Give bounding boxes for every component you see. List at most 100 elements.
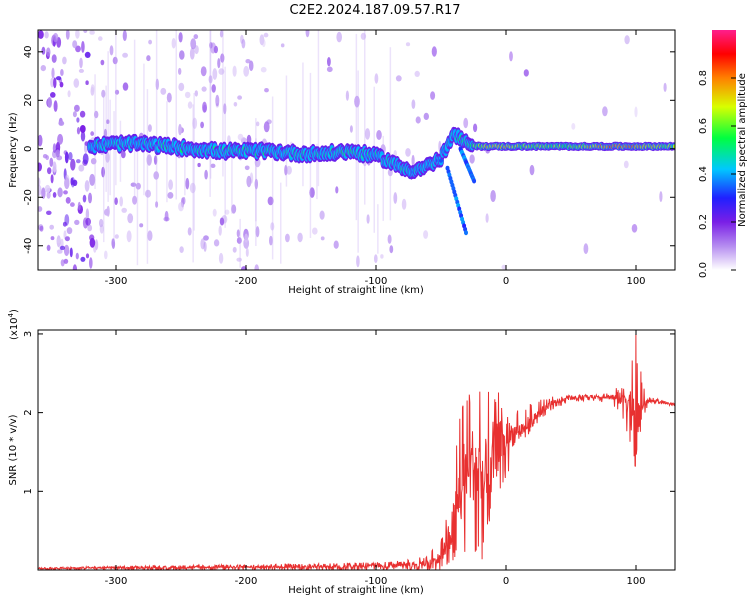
noise-speck (155, 78, 159, 91)
noise-streak (389, 47, 392, 221)
noise-speck (77, 201, 81, 211)
noise-streak (107, 51, 109, 202)
noise-speck (72, 111, 77, 118)
noise-speck (178, 202, 184, 212)
noise-speck (101, 89, 106, 98)
noise-speck (189, 47, 195, 60)
noise-speck (201, 86, 207, 92)
noise-speck (38, 162, 42, 172)
noise-speck (85, 253, 90, 259)
noise-speck (286, 165, 292, 175)
noise-speck (297, 232, 303, 243)
noise-speck (122, 30, 127, 42)
noise-speck (326, 66, 333, 73)
noise-speck (309, 187, 315, 198)
noise-speck (360, 32, 367, 40)
noise-speck (197, 162, 201, 168)
noise-speck (387, 234, 392, 244)
noise-streak (382, 135, 384, 221)
noise-streak (133, 39, 136, 201)
noise-speck (68, 152, 73, 161)
noise-streak (94, 74, 96, 189)
noise-speck (509, 51, 513, 62)
noise-speck (523, 69, 529, 77)
noise-speck (167, 192, 174, 199)
y-tick-label: 2 (23, 409, 34, 415)
noise-speck (179, 50, 185, 60)
noise-speck (55, 76, 62, 81)
noise-speck (189, 182, 196, 194)
x-tick-label: -300 (105, 576, 128, 587)
noise-speck (101, 166, 105, 178)
noise-speck (160, 87, 167, 95)
noise-speck (333, 240, 339, 249)
noise-speck (280, 43, 285, 48)
noise-speck (219, 217, 225, 226)
noise-speck (76, 127, 81, 135)
noise-speck (40, 65, 46, 72)
snr-y-axis: 1 2 3 (23, 331, 675, 494)
noise-speck (99, 224, 104, 234)
noise-speck (75, 45, 81, 53)
noise-speck (182, 196, 186, 205)
noise-speck (187, 101, 193, 109)
noise-speck (217, 58, 221, 69)
noise-speck (72, 179, 78, 186)
noise-speck (354, 95, 360, 108)
noise-speck (218, 252, 224, 264)
noise-streak (317, 30, 320, 187)
noise-speck (211, 84, 216, 93)
noise-speck (430, 91, 436, 100)
noise-speck (270, 222, 275, 231)
noise-speck (130, 182, 137, 187)
noise-speck (80, 256, 86, 262)
noise-speck (227, 135, 231, 144)
noise-speck (50, 92, 56, 98)
noise-speck (415, 116, 421, 124)
noise-speck (105, 152, 110, 163)
noise-speck (55, 149, 60, 158)
noise-speck (254, 264, 259, 270)
noise-speck (53, 100, 58, 112)
noise-speck (74, 219, 80, 225)
noise-speck (67, 90, 71, 98)
noise-speck (94, 110, 99, 119)
noise-speck (264, 88, 269, 93)
noise-speck (38, 177, 41, 187)
noise-speck (46, 47, 51, 57)
noise-speck (260, 66, 267, 73)
noise-speck (49, 157, 54, 167)
colorbar: 0.0 0.2 0.4 0.6 0.8 Normalized spectral ampl… (698, 30, 748, 278)
noise-speck (190, 38, 197, 50)
noise-speck (241, 266, 247, 270)
noise-speck (49, 224, 54, 230)
noise-speck (411, 99, 416, 109)
noise-speck (393, 192, 398, 204)
noise-speck (256, 121, 260, 127)
noise-speck (171, 38, 176, 49)
noise-streak (377, 204, 379, 254)
noise-speck (255, 226, 260, 238)
noise-speck (285, 233, 290, 243)
noise-streak (136, 149, 139, 266)
x-tick-label: -200 (235, 576, 258, 587)
noise-speck (501, 264, 507, 270)
snr-frame (37, 329, 676, 571)
noise-speck (327, 57, 331, 67)
noise-speck (112, 56, 118, 65)
noise-speck (57, 187, 63, 198)
noise-speck (84, 51, 91, 59)
noise-speck (46, 244, 51, 251)
noise-speck (663, 82, 667, 92)
noise-streak (255, 118, 257, 246)
spectrogram-noise (38, 30, 667, 270)
noise-speck (220, 53, 225, 63)
noise-speck (319, 210, 325, 220)
x-tick-label: -100 (365, 576, 388, 587)
noise-speck (414, 70, 420, 77)
noise-speck (178, 32, 183, 43)
noise-streak (271, 96, 274, 260)
noise-speck (431, 46, 437, 57)
noise-speck (153, 155, 158, 165)
noise-speck (51, 54, 57, 63)
